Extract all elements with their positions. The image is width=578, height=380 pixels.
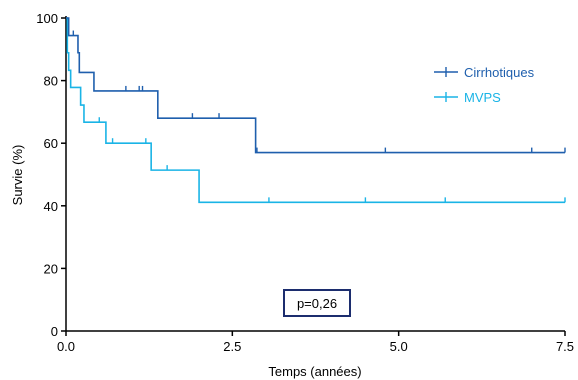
legend-label: Cirrhotiques [464,65,535,80]
y-tick-label: 60 [44,136,58,151]
axes [65,16,565,332]
legend-item-cirrhotiques: Cirrhotiques [434,65,535,80]
x-axis-ticks: 0.0 2.5 5.0 7.5 [57,331,574,354]
p-value-box: p=0,26 [283,289,351,317]
legend-item-mvps: MVPS [434,90,501,105]
y-tick-label: 80 [44,74,58,89]
y-tick-label: 20 [44,261,58,276]
y-tick-label: 100 [36,11,58,26]
x-axis-title: Temps (années) [268,364,361,379]
y-axis-ticks: 0 20 40 60 80 100 [36,11,66,339]
x-tick-label: 2.5 [223,339,241,354]
x-tick-label: 7.5 [556,339,574,354]
x-tick-label: 0.0 [57,339,75,354]
series-line-cirrhotiques [66,17,565,154]
y-axis-title: Survie (%) [10,145,25,206]
legend: Cirrhotiques MVPS [434,65,535,105]
series-line-mvps [66,17,565,204]
y-tick-label: 0 [51,324,58,339]
legend-label: MVPS [464,90,501,105]
y-tick-label: 40 [44,199,58,214]
p-value-text: p=0,26 [297,296,337,311]
x-tick-label: 5.0 [390,339,408,354]
survival-curves [66,17,566,204]
